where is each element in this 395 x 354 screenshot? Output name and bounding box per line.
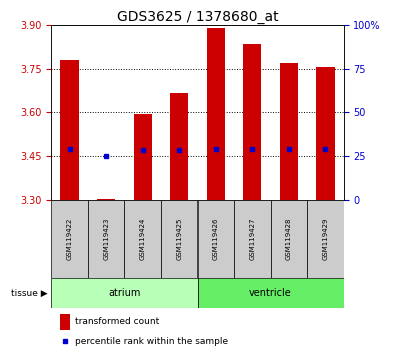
Text: GSM119424: GSM119424 — [140, 218, 146, 260]
Bar — [207, 28, 225, 200]
Text: transformed count: transformed count — [75, 317, 159, 326]
Bar — [88, 200, 124, 278]
Title: GDS3625 / 1378680_at: GDS3625 / 1378680_at — [117, 10, 278, 24]
Bar — [51, 278, 198, 308]
Bar — [243, 44, 261, 200]
Text: GSM119425: GSM119425 — [176, 218, 182, 260]
Bar — [170, 93, 188, 200]
Text: GSM119427: GSM119427 — [249, 218, 255, 260]
Bar — [280, 63, 298, 200]
Bar — [234, 200, 271, 278]
Bar — [198, 200, 234, 278]
Bar — [198, 278, 344, 308]
Text: GSM119423: GSM119423 — [103, 218, 109, 260]
Text: tissue ▶: tissue ▶ — [11, 289, 47, 297]
Bar — [60, 60, 79, 200]
Bar — [271, 200, 307, 278]
Text: atrium: atrium — [108, 288, 141, 298]
Bar — [307, 200, 344, 278]
Bar — [316, 67, 335, 200]
Text: GSM119422: GSM119422 — [67, 218, 73, 260]
Bar — [161, 200, 198, 278]
Text: ventricle: ventricle — [249, 288, 292, 298]
Bar — [124, 200, 161, 278]
Text: GSM119429: GSM119429 — [322, 218, 328, 260]
Text: GSM119428: GSM119428 — [286, 218, 292, 260]
Bar — [51, 200, 88, 278]
Bar — [134, 114, 152, 200]
Text: percentile rank within the sample: percentile rank within the sample — [75, 337, 228, 346]
Bar — [60, 314, 70, 330]
Bar — [97, 199, 115, 200]
Text: GSM119426: GSM119426 — [213, 218, 219, 260]
